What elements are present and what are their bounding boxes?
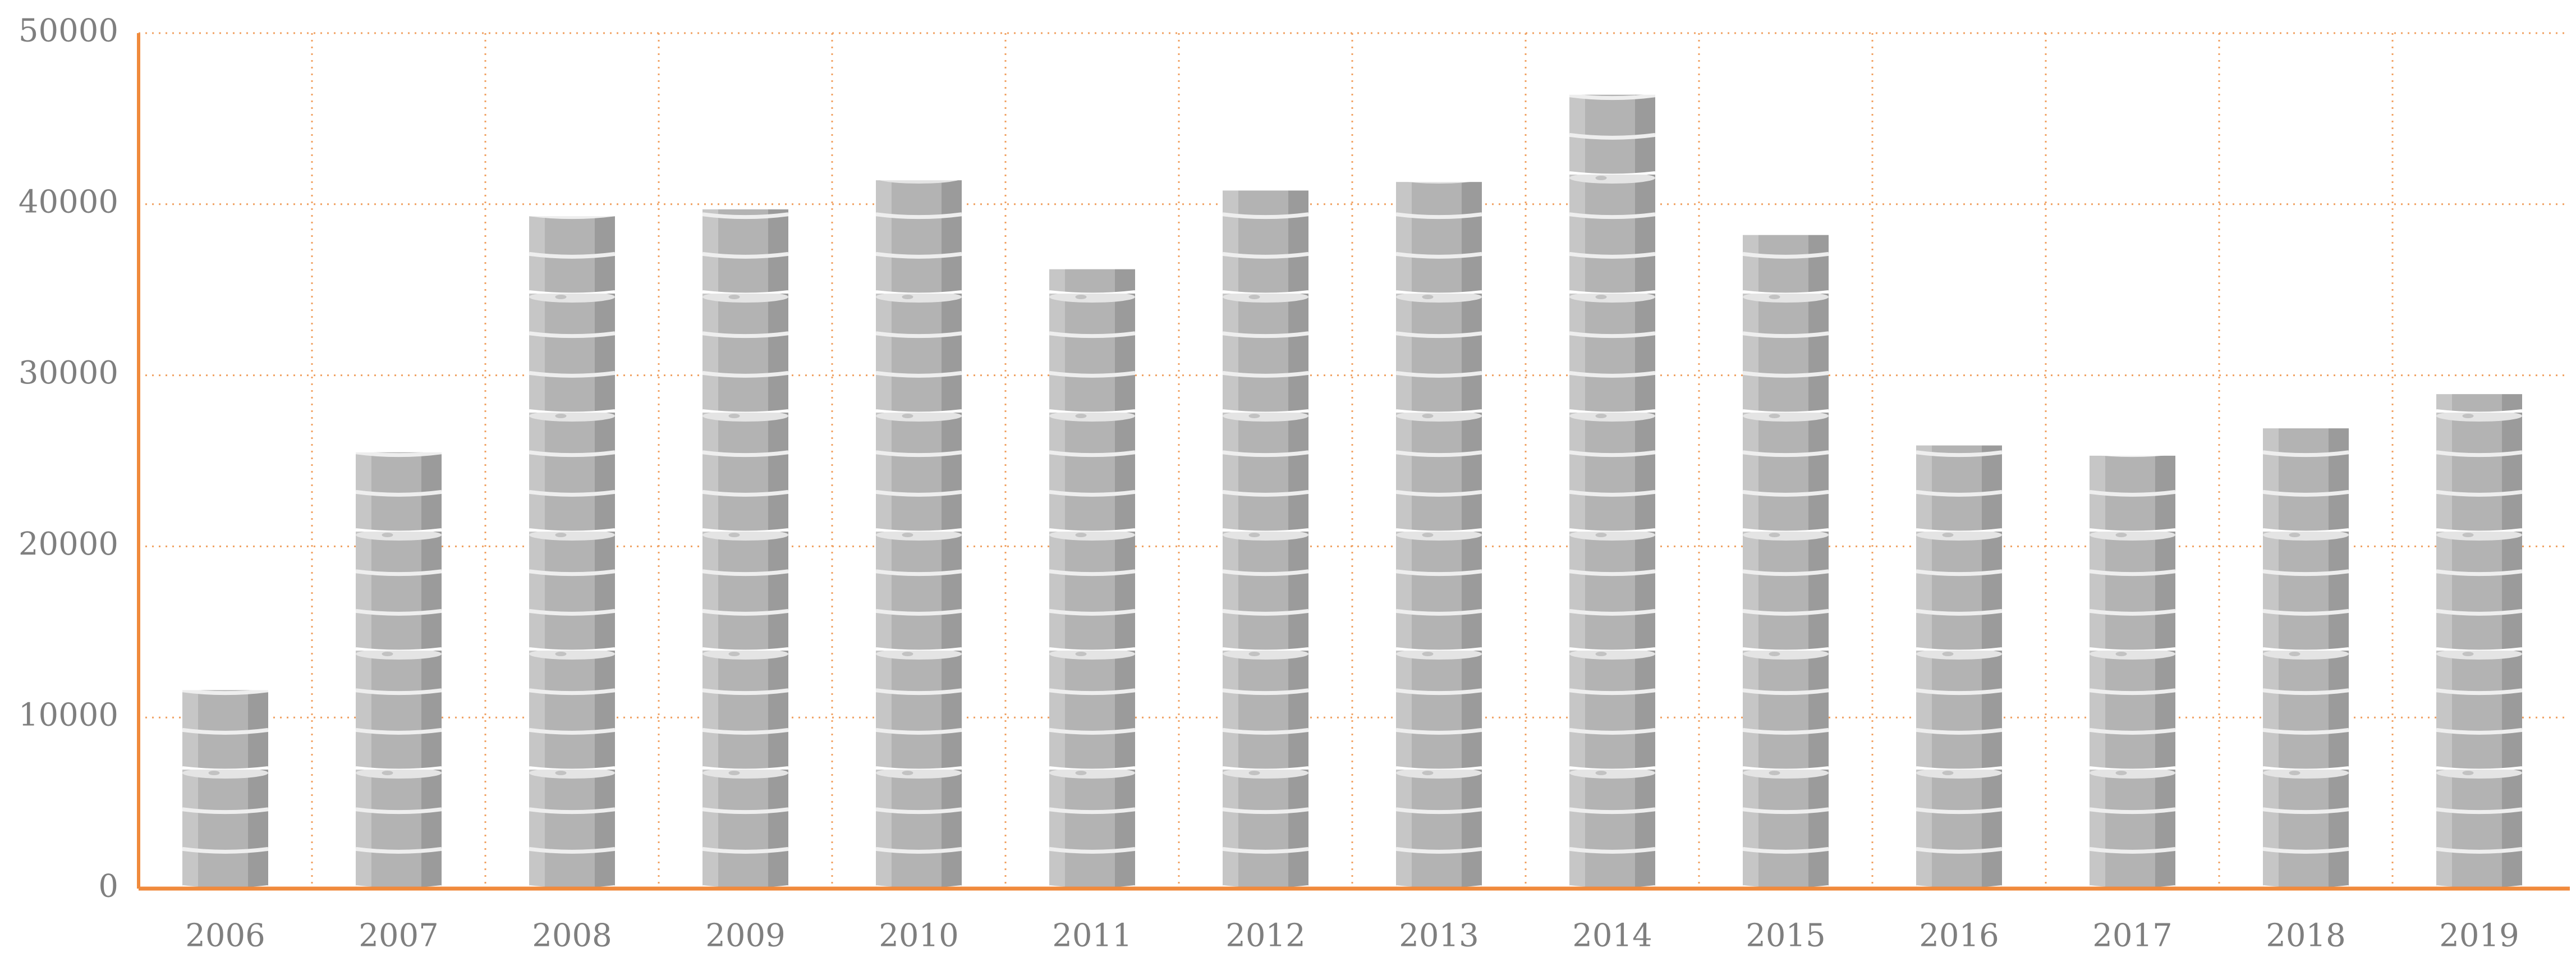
- x-tick-label: 2015: [1746, 918, 1826, 954]
- bar: [1916, 445, 2002, 889]
- x-tick-label: 2016: [1919, 918, 1999, 954]
- bar: [2263, 428, 2349, 889]
- x-tick-label: 2008: [532, 918, 612, 954]
- x-tick-label: 2014: [1572, 918, 1652, 954]
- bar: [182, 690, 268, 889]
- bar: [1743, 235, 1829, 889]
- bar: [1049, 269, 1135, 889]
- y-tick-label: 10000: [19, 697, 118, 734]
- bar: [1223, 190, 1308, 889]
- bar: [876, 180, 962, 889]
- y-tick-label: 0: [98, 868, 118, 905]
- y-tick-label: 50000: [19, 13, 118, 49]
- x-tick-label: 2013: [1399, 918, 1479, 954]
- bar: [2090, 455, 2175, 889]
- x-tick-label: 2010: [879, 918, 959, 954]
- bar: [2436, 394, 2522, 889]
- x-tick-label: 2012: [1225, 918, 1306, 954]
- bar: [1396, 182, 1482, 889]
- bar: [529, 216, 615, 889]
- x-tick-label: 2018: [2266, 918, 2346, 954]
- x-tick-label: 2006: [185, 918, 265, 954]
- x-tick-label: 2019: [2439, 918, 2519, 954]
- x-tick-label: 2009: [705, 918, 786, 954]
- x-tick-label: 2007: [359, 918, 439, 954]
- y-tick-label: 20000: [19, 526, 118, 562]
- bar: [356, 452, 442, 889]
- x-tick-label: 2017: [2092, 918, 2173, 954]
- bar: [702, 209, 788, 889]
- y-tick-label: 30000: [19, 355, 118, 391]
- y-tick-label: 40000: [19, 184, 118, 220]
- x-tick-label: 2011: [1052, 918, 1132, 954]
- bar: [1569, 94, 1655, 889]
